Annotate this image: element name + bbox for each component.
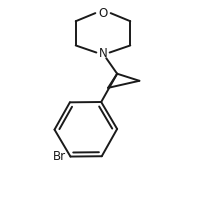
Text: Br: Br (53, 150, 66, 163)
Text: N: N (99, 47, 107, 60)
Text: O: O (98, 7, 108, 20)
